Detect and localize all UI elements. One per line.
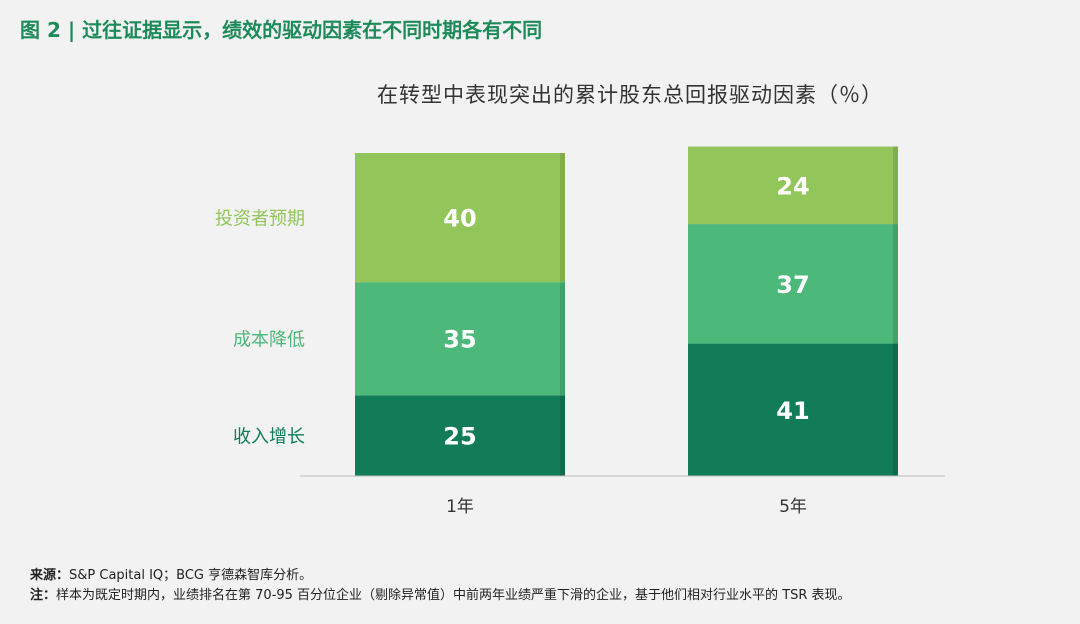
data-label-cost-reduction-2: 37 xyxy=(776,271,809,299)
bar-cost-reduction-1 xyxy=(355,282,565,396)
source-line: 来源：S&P Capital IQ；BCG 亨德森智库分析。 xyxy=(30,566,851,586)
bar-edge-shade xyxy=(560,282,565,396)
stacked-bar-chart: 在转型中表现突出的累计股东总回报驱动因素（％） 25 35 40 41 37 24 收入增… xyxy=(215,83,945,517)
figure-title: 图 2 | 过往证据显示，绩效的驱动因素在不同时期各有不同 xyxy=(20,18,543,42)
bar-investor-expectations-1 xyxy=(355,153,565,283)
bar-edge-shade xyxy=(560,395,565,476)
footnotes: 来源：S&P Capital IQ；BCG 亨德森智库分析。 注：样本为既定时期… xyxy=(30,566,851,606)
bar-edge-shade xyxy=(560,153,565,283)
legend-cost-reduction: 成本降低 xyxy=(233,330,305,351)
x-axis-ticks: 1年 5年 xyxy=(446,497,807,517)
bar-edge-shade xyxy=(893,224,898,344)
bar-cost-reduction-2 xyxy=(688,224,898,344)
legend-investor-expectations: 投资者预期 xyxy=(215,209,305,230)
data-label-cost-reduction-1: 35 xyxy=(443,326,476,354)
data-label-investor-expectations-1: 40 xyxy=(443,205,476,233)
source-label: 来源： xyxy=(30,568,70,583)
source-text: S&P Capital IQ；BCG 亨德森智库分析。 xyxy=(69,568,313,583)
data-label-revenue-growth-2: 41 xyxy=(776,397,809,425)
bars-group: 25 35 40 41 37 24 xyxy=(355,146,898,476)
x-tick-label: 5年 xyxy=(779,497,807,517)
bar-revenue-growth-1 xyxy=(355,395,565,476)
note-label: 注： xyxy=(30,588,57,603)
data-label-revenue-growth-1: 25 xyxy=(443,423,476,451)
note-line: 注：样本为既定时期内，业绩排名在第 70-95 百分位企业（剔除异常值）中前两年… xyxy=(30,586,851,606)
legend: 收入增长 成本降低 投资者预期 xyxy=(215,209,305,448)
x-tick-label: 1年 xyxy=(446,497,474,517)
legend-revenue-growth: 收入增长 xyxy=(233,427,305,448)
bar-revenue-growth-2 xyxy=(688,343,898,476)
bar-edge-shade xyxy=(893,343,898,476)
note-text: 样本为既定时期内，业绩排名在第 70-95 百分位企业（剔除异常值）中前两年业绩… xyxy=(56,588,851,603)
data-label-investor-expectations-2: 24 xyxy=(776,172,809,200)
chart-title: 在转型中表现突出的累计股东总回报驱动因素（％） xyxy=(377,83,883,107)
bar-edge-shade xyxy=(893,146,898,225)
bar-investor-expectations-2 xyxy=(688,146,898,225)
